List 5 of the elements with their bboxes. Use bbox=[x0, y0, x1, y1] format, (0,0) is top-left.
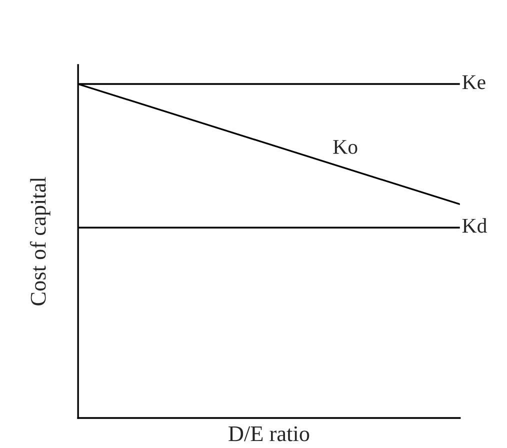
series-label: Kd bbox=[462, 218, 487, 233]
y-axis-title: Cost of capital bbox=[30, 177, 50, 306]
series-label: Ko bbox=[333, 140, 358, 154]
x-axis-title: D/E ratio bbox=[228, 426, 310, 442]
series-label: Ke bbox=[462, 75, 486, 90]
